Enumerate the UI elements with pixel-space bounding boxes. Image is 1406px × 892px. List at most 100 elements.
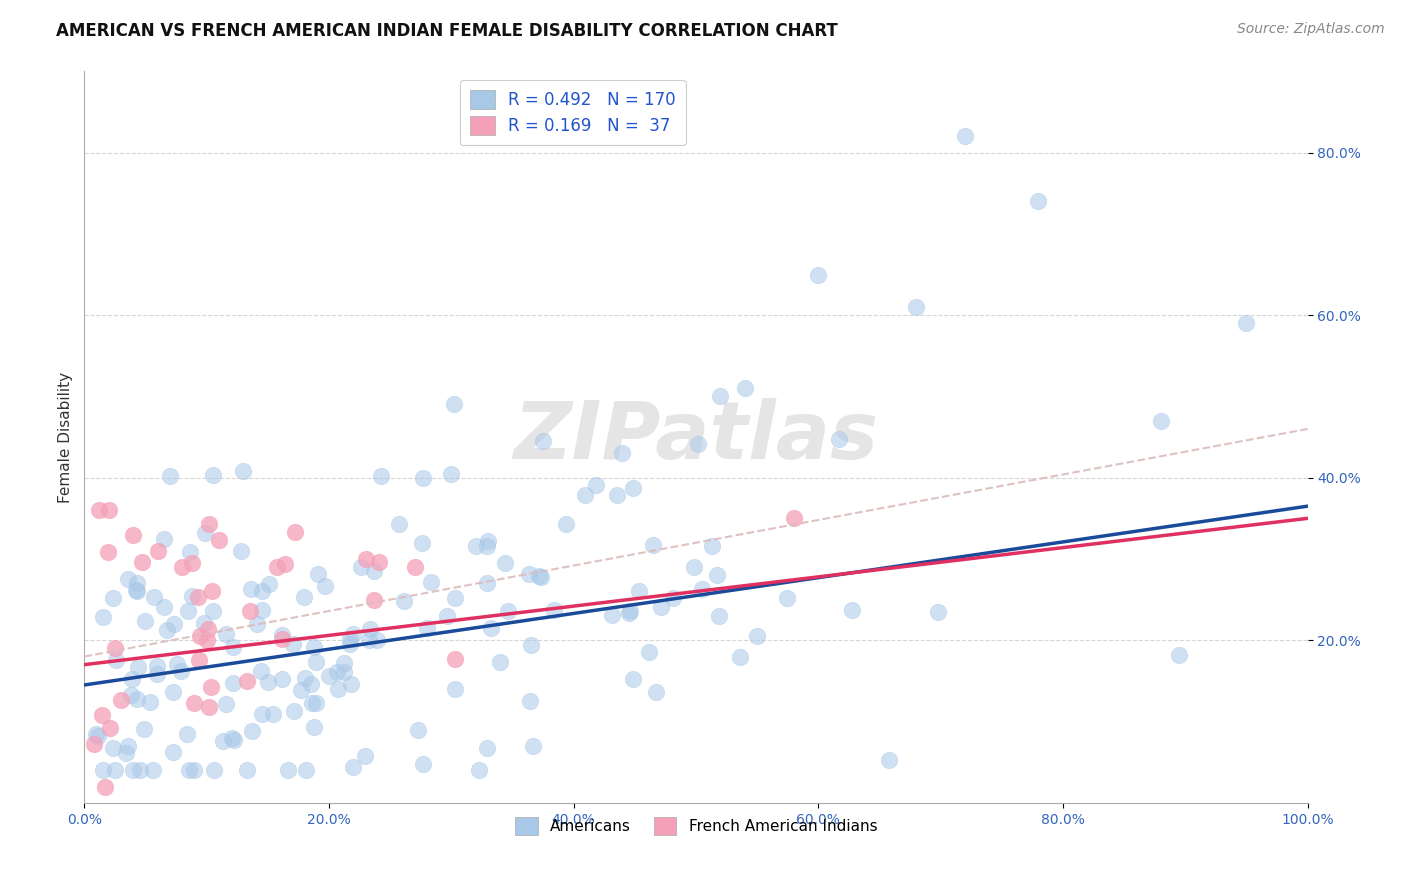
Point [574,488,596,502]
Text: Source: ZipAtlas.com: Source: ZipAtlas.com [1237,22,1385,37]
Point [302,720,325,734]
Point [273,557,295,571]
Point [366,632,388,647]
Point [706,568,728,582]
Point [283,704,305,718]
Point [98,721,121,735]
Point [444,652,467,666]
Point [202,468,225,483]
Point [224,732,246,747]
Point [240,724,263,739]
Point [318,669,340,683]
Point [475,740,498,755]
Point [142,764,165,778]
Point [221,640,243,655]
Point [131,555,153,569]
Point [200,680,222,694]
Point [531,434,554,449]
Point [125,584,148,599]
Legend: Americans, French American Indians: Americans, French American Indians [508,810,884,843]
Point [363,564,385,578]
Point [256,675,278,690]
Point [619,604,641,618]
Point [443,591,465,605]
Point [187,653,209,667]
Point [299,677,322,691]
Point [807,268,830,282]
Point [117,739,139,754]
Point [122,527,145,541]
Point [104,653,127,667]
Point [661,591,683,605]
Point [416,621,439,635]
Point [177,764,200,778]
Point [183,696,205,710]
Point [621,481,644,495]
Point [304,640,326,654]
Point [252,603,274,617]
Point [270,632,292,647]
Point [222,676,245,690]
Point [183,764,205,778]
Point [103,740,125,755]
Point [644,685,666,699]
Point [841,602,863,616]
Point [114,746,136,760]
Point [236,674,259,689]
Point [188,630,211,644]
Point [496,604,519,618]
Point [350,560,373,574]
Point [905,300,928,314]
Point [284,524,307,539]
Point [215,627,238,641]
Point [270,628,292,642]
Point [83,737,105,751]
Point [828,432,851,446]
Point [127,660,149,674]
Point [489,655,512,669]
Point [477,534,499,549]
Point [263,706,285,721]
Point [1150,414,1173,428]
Point [494,556,516,570]
Point [436,609,458,624]
Point [172,560,194,574]
Point [1236,316,1258,330]
Point [519,693,541,707]
Point [202,764,225,778]
Point [709,389,731,403]
Point [370,469,392,483]
Point [1028,194,1050,209]
Point [181,589,204,603]
Point [332,656,354,670]
Point [110,693,132,707]
Point [197,622,219,636]
Point [146,544,169,558]
Point [212,734,235,748]
Point [522,739,544,753]
Point [641,538,664,552]
Point [953,129,976,144]
Point [543,602,565,616]
Point [193,615,215,630]
Point [332,665,354,679]
Point [307,567,329,582]
Point [475,539,498,553]
Point [301,696,323,710]
Point [465,539,488,553]
Point [468,764,491,778]
Point [159,468,181,483]
Point [139,695,162,709]
Point [236,764,259,778]
Point [412,471,434,485]
Point [198,516,221,531]
Point [250,664,273,678]
Point [367,555,389,569]
Point [606,488,628,502]
Point [97,503,120,517]
Point [686,436,709,450]
Point [707,609,730,624]
Point [406,723,429,737]
Point [359,622,381,636]
Point [84,726,107,740]
